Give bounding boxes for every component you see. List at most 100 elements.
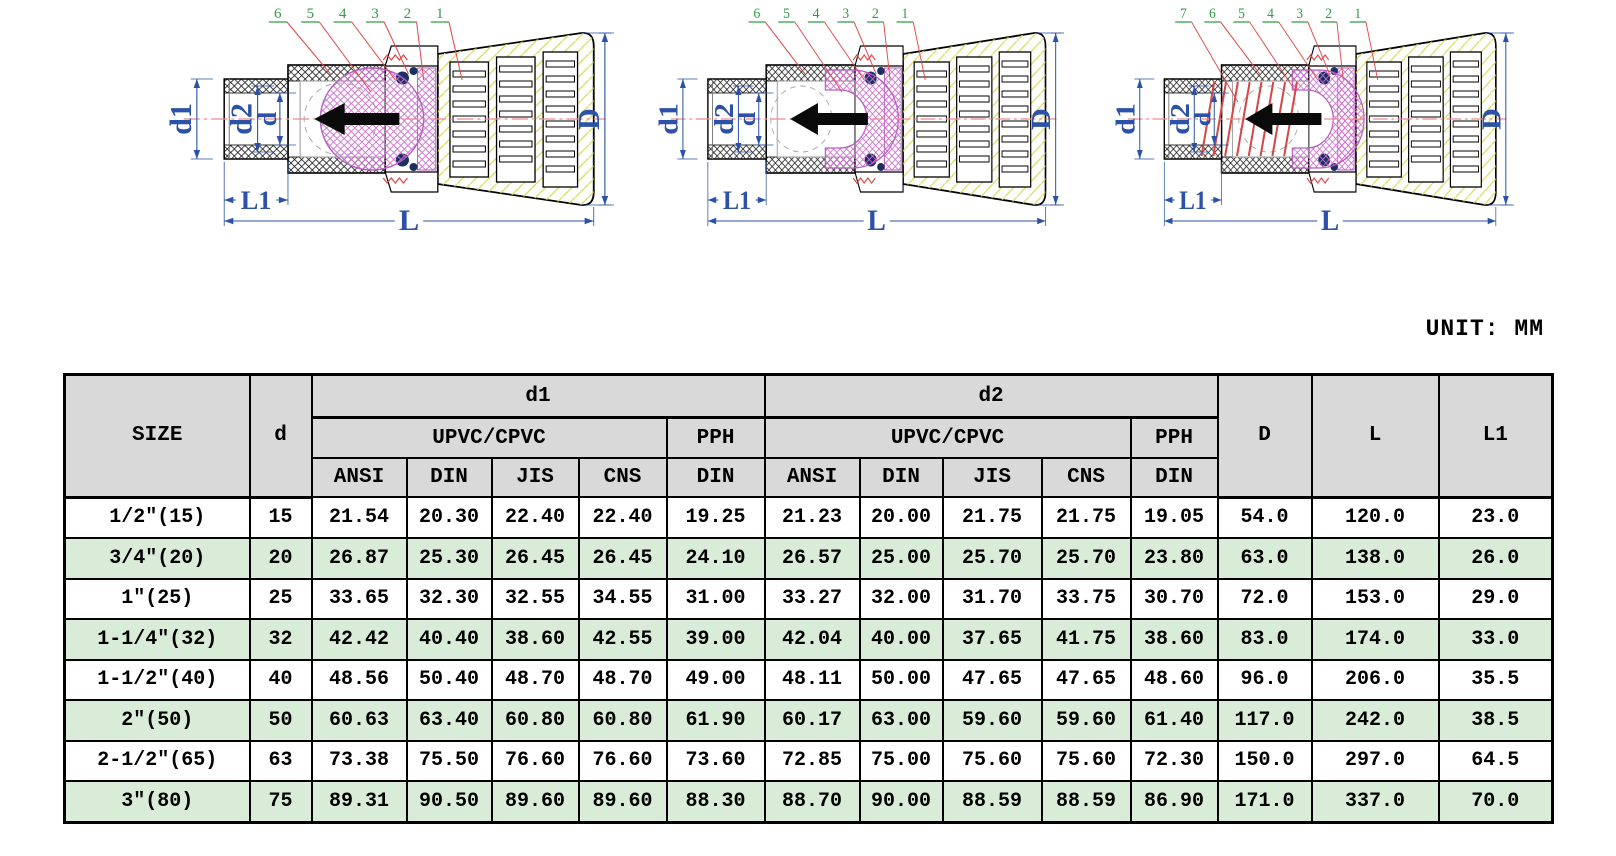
cell-d-row1: 20 [248,537,313,580]
cell-d2-pph-din-row3: 38.60 [1129,618,1219,661]
cell-d1-pph-din-row3: 39.00 [665,618,766,661]
cell-d2-din-row5: 63.00 [858,699,944,742]
dimension-d2: d2 [709,85,754,153]
cell-d1-din-row6: 75.50 [405,739,493,782]
cell-d-row7: 75 [248,780,313,823]
svg-text:d: d [735,112,761,127]
callout-1: 1 [430,6,463,81]
col-group-d2-pph: PPH [1129,416,1219,459]
svg-text:d: d [1191,112,1217,127]
table-row: 1″(25) 25 33.65 32.30 32.55 34.55 31.00 33.27 32… [63,577,1554,620]
svg-text:L: L [1321,204,1339,232]
cell-d1-jis-row5: 60.80 [490,699,580,742]
cell-d1-cns-row4: 48.70 [577,658,668,701]
dimension-extensions [223,32,611,226]
table-body: 1/2″(15) 15 21.54 20.30 22.40 22.40 19.25 21.23… [63,496,1554,823]
callout-1: 1 [896,6,926,81]
cell-L-row2: 153.0 [1310,577,1440,620]
cell-d2-ansi-row1: 26.57 [763,537,861,580]
cell-d2-ansi-row4: 48.11 [763,658,861,701]
col-header-d2-pph-din: DIN [1129,457,1219,498]
cell-d2-ansi-row3: 42.04 [763,618,861,661]
cell-d1-pph-din-row6: 73.60 [665,739,766,782]
col-header-L1: L1 [1437,373,1554,499]
callout-3: 3 [365,6,409,75]
cell-d1-din-row1: 25.30 [405,537,493,580]
table-row: 2-1/2″(65) 63 73.38 75.50 76.60 76.60 73.60 72.… [63,739,1554,782]
svg-text:2: 2 [404,6,412,22]
callout-2: 2 [866,6,891,81]
callout-3: 3 [1291,5,1331,75]
col-header-d1-jis: JIS [490,457,580,498]
dimension-d1: d1 [1111,78,1155,160]
callout-5: 5 [1233,5,1297,93]
dimension-d2: d2 [224,85,274,153]
table-row: 1-1/2″(40) 40 48.56 50.40 48.70 48.70 49.00 48.… [63,658,1554,701]
cell-d1-ansi-row7: 89.31 [310,780,408,823]
cell-d2-ansi-row7: 88.70 [763,780,861,823]
cell-d1-pph-din-row7: 88.30 [665,780,766,823]
cell-d1-pph-din-row4: 49.00 [665,658,766,701]
svg-text:3: 3 [842,6,849,23]
col-header-d2-din: DIN [858,457,944,498]
col-header-d1-ansi: ANSI [310,457,408,498]
svg-text:L: L [399,203,419,232]
cell-d2-cns-row0: 21.75 [1040,496,1132,539]
col-header-d1-cns: CNS [577,457,668,498]
col-group-d1: d1 [310,373,766,419]
cell-size-row7: 3″(80) [63,780,251,823]
callout-4: 4 [1262,5,1319,81]
svg-text:5: 5 [306,6,314,22]
cell-L1-row1: 26.0 [1437,537,1554,580]
cell-d1-cns-row6: 76.60 [577,739,668,782]
callout-4: 4 [807,6,865,81]
cell-d2-cns-row5: 59.60 [1040,699,1132,742]
svg-text:4: 4 [813,6,820,23]
dimension-d1: d1 [164,78,214,160]
cell-d1-cns-row3: 42.55 [577,618,668,661]
col-header-d: d [248,373,313,499]
cell-d1-cns-row1: 26.45 [577,537,668,580]
cell-d2-din-row3: 40.00 [858,618,944,661]
cell-D-row1: 63.0 [1216,537,1313,580]
svg-text:3: 3 [1296,5,1303,22]
cell-L-row3: 174.0 [1310,618,1440,661]
col-header-d1-pph-din: DIN [665,457,766,498]
svg-text:D: D [1026,108,1057,130]
table-row: 1/2″(15) 15 21.54 20.30 22.40 22.40 19.25 21.23… [63,496,1554,539]
cell-d1-din-row7: 90.50 [405,780,493,823]
cell-d2-cns-row2: 33.75 [1040,577,1132,620]
cell-D-row6: 150.0 [1216,739,1313,782]
callout-5: 5 [778,6,843,93]
callout-6: 6 [748,6,806,75]
svg-text:6: 6 [274,6,282,22]
svg-text:2: 2 [1325,5,1332,22]
cell-L1-row4: 35.5 [1437,658,1554,701]
svg-text:L: L [867,204,886,232]
foot-valve-ball-section: d1 d2d L1 L D 6 5 4 3 2 1 [164,6,622,237]
union-nut [1307,45,1357,193]
dimension-D: D [1477,32,1521,206]
union-nut [384,45,439,193]
cell-L-row7: 337.0 [1310,780,1440,823]
cell-d2-din-row6: 75.00 [858,739,944,782]
cell-d1-cns-row5: 60.80 [577,699,668,742]
svg-text:L1: L1 [723,187,751,215]
cell-d1-cns-row0: 22.40 [577,496,668,539]
cell-d2-jis-row1: 25.70 [941,537,1043,580]
cell-d1-ansi-row2: 33.65 [310,577,408,620]
col-header-size: SIZE [63,373,251,499]
cell-d1-pph-din-row1: 24.10 [665,537,766,580]
cell-d2-jis-row5: 59.60 [941,699,1043,742]
diagram-ball-foot-valve: d1 d2 d L1 L D 6 5 4 3 2 1 [128,2,622,237]
table-row: 3″(80) 75 89.31 90.50 89.60 89.60 88.30 88.70 90… [63,780,1554,823]
svg-text:d2: d2 [709,103,740,135]
cell-d-row5: 50 [248,699,313,742]
table-row: 2″(50) 50 60.63 63.40 60.80 60.80 61.90 60.17 63… [63,699,1554,742]
table-row: 1-1/4″(32) 32 42.42 40.40 38.60 42.55 39.00 42.… [63,618,1554,661]
flow-arrow [314,103,400,135]
dimension-L: L [224,203,594,237]
cell-d2-cns-row4: 47.65 [1040,658,1132,701]
cell-d1-cns-row2: 34.55 [577,577,668,620]
foot-valve-cup-section: d1 d2d L1 L D 6 5 4 3 2 1 [653,6,1071,237]
